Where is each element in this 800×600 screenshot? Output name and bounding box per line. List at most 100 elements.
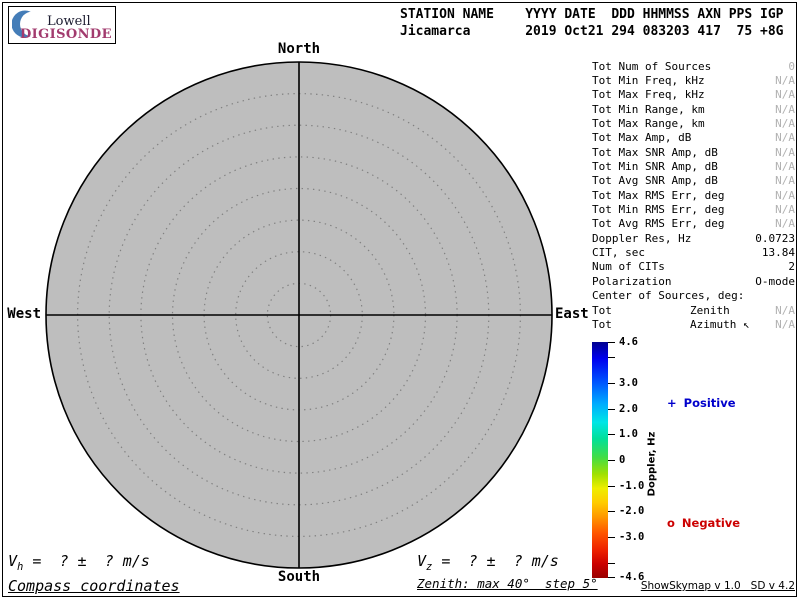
colorbar-tick — [608, 460, 615, 461]
colorbar-tick-label: 4.6 — [619, 336, 638, 348]
stat-label: Tot Avg RMS Err, deg — [592, 217, 725, 231]
colorbar-tick — [608, 563, 615, 564]
colorbar-tick — [608, 357, 615, 358]
stat-value: N/A — [775, 88, 795, 102]
stat-label: Tot Max Amp, dB — [592, 131, 692, 145]
stat-row: Polarization O-mode — [592, 274, 795, 288]
stat-label: Polarization — [592, 274, 672, 288]
stat-value: O-mode — [755, 274, 795, 288]
vh-symbol: V — [8, 552, 18, 570]
stat-value: 0 — [788, 59, 795, 73]
compass-label-south: South — [277, 569, 321, 585]
stat-label: Tot Avg SNR Amp, dB — [592, 174, 718, 188]
colorbar-tick-label: -4.6 — [619, 571, 645, 583]
stat-label: Tot Max RMS Err, deg — [592, 188, 725, 202]
stat-row: Tot Min SNR Amp, dB N/A — [592, 159, 795, 173]
vz-velocity-readout: Vz = ? ± ? m/s — [417, 552, 559, 573]
software-version-label: ShowSkymap v 1.0 SD v 4.2 — [640, 580, 795, 592]
stat-row: Tot Avg RMS Err, deg N/A — [592, 217, 795, 231]
stat-value: N/A — [775, 102, 795, 116]
stat-label: Tot — [592, 303, 612, 317]
logo-lowell-text: Lowell — [47, 14, 91, 29]
vh-velocity-readout: Vh = ? ± ? m/s — [8, 552, 150, 573]
stat-row: Tot Min RMS Err, deg N/A — [592, 202, 795, 216]
vz-subscript: z — [426, 561, 433, 573]
compass-label-east: East — [555, 306, 589, 322]
stat-row: CIT, sec 13.84 — [592, 245, 795, 259]
stat-label: Doppler Res, Hz — [592, 231, 692, 245]
stat-value: N/A — [775, 317, 795, 331]
stat-value: N/A — [775, 117, 795, 131]
circle-marker-icon: o — [667, 516, 675, 530]
zenith-scale-label: Zenith: max 40° step 5° — [417, 576, 598, 591]
stat-label: Tot — [592, 317, 612, 331]
colorbar-tick-label: 0 — [619, 454, 626, 466]
stat-sublabel: Zenith — [690, 303, 730, 317]
stat-label: Tot Max SNR Amp, dB — [592, 145, 718, 159]
colorbar-tick — [608, 409, 615, 410]
stat-label: Tot Num of Sources — [592, 59, 712, 73]
legend-positive-label: Positive — [683, 396, 736, 410]
colorbar-tick — [608, 576, 615, 578]
stat-label: Tot Min Range, km — [592, 102, 705, 116]
stat-row: Tot Min Range, km N/A — [592, 102, 795, 116]
stat-row: Tot Zenith N/A — [592, 303, 795, 317]
compass-label-north: North — [277, 41, 321, 57]
legend-negative-label: Negative — [681, 516, 741, 530]
stat-label: Num of CITs — [592, 260, 665, 274]
vh-value: = ? ± ? m/s — [23, 552, 150, 570]
stat-row: Num of CITs 2 — [592, 260, 795, 274]
lowell-crescent-icon — [12, 10, 40, 38]
plus-marker-icon: + — [667, 396, 677, 410]
vh-subscript: h — [17, 561, 24, 573]
colorbar-tick-label: 3.0 — [619, 377, 638, 389]
stat-row: Tot Avg SNR Amp, dB N/A — [592, 174, 795, 188]
lowell-digisonde-logo: Lowell DIGISONDE — [8, 6, 116, 44]
stat-row: Doppler Res, Hz 0.0723 — [592, 231, 795, 245]
vz-value: = ? ± ? m/s — [432, 552, 559, 570]
stat-row: Center of Sources, deg: — [592, 289, 795, 303]
colorbar-tick — [608, 537, 615, 538]
stat-value: N/A — [775, 131, 795, 145]
stat-row: Tot Num of Sources 0 — [592, 59, 795, 73]
colorbar-tick — [608, 342, 615, 343]
compass-label-west: West — [7, 306, 41, 322]
stat-label: Center of Sources, deg: — [592, 289, 745, 303]
station-header-values: Jicamarca 2019 Oct21 294 083203 417 75 +… — [400, 24, 784, 39]
stat-value: N/A — [775, 188, 795, 202]
stat-row: Tot Max Freq, kHz N/A — [592, 88, 795, 102]
stat-row: Tot Max Amp, dB N/A — [592, 131, 795, 145]
stat-value: N/A — [775, 217, 795, 231]
colorbar-tick — [608, 511, 615, 512]
stat-row: Tot Azimuth ↖ N/A — [592, 317, 795, 331]
legend-positive: + Positive — [667, 396, 736, 410]
coordinate-system-label: Compass coordinates — [8, 577, 180, 595]
stat-row: Tot Max SNR Amp, dB N/A — [592, 145, 795, 159]
stat-value: N/A — [775, 203, 795, 217]
stat-value: 2 — [788, 260, 795, 274]
colorbar-tick — [608, 434, 615, 435]
stat-value: N/A — [775, 74, 795, 88]
stat-value: 0.0723 — [755, 231, 795, 245]
stat-label: Tot Max Range, km — [592, 117, 705, 131]
stat-label: Tot Min RMS Err, deg — [592, 203, 725, 217]
stat-value: N/A — [775, 174, 795, 188]
totals-stats-panel: Tot Num of Sources 0 Tot Min Freq, kHz N/A… — [592, 59, 795, 332]
stat-value: N/A — [775, 160, 795, 174]
stat-label: Tot Min Freq, kHz — [592, 74, 705, 88]
colorbar-tick-label: -1.0 — [619, 480, 645, 492]
vz-symbol: V — [417, 552, 427, 570]
colorbar-tick — [608, 383, 615, 384]
colorbar-tick — [608, 486, 615, 487]
logo-digisonde-text: DIGISONDE — [20, 27, 112, 42]
stat-sublabel: Azimuth ↖ — [690, 317, 750, 331]
stat-row: Tot Min Freq, kHz N/A — [592, 73, 795, 87]
doppler-colorbar: 4.6 3.0 2.0 1.0 0 -1.0 -2.0 -3.0 -4.6 — [592, 336, 644, 583]
colorbar-tick-label: 1.0 — [619, 428, 638, 440]
stat-value: 13.84 — [761, 246, 795, 260]
stat-row: Tot Max Range, km N/A — [592, 116, 795, 130]
skymap-polar-plot — [45, 61, 553, 569]
legend-negative: o Negative — [667, 516, 740, 530]
colorbar-axis-title: Doppler, Hz — [646, 431, 658, 497]
